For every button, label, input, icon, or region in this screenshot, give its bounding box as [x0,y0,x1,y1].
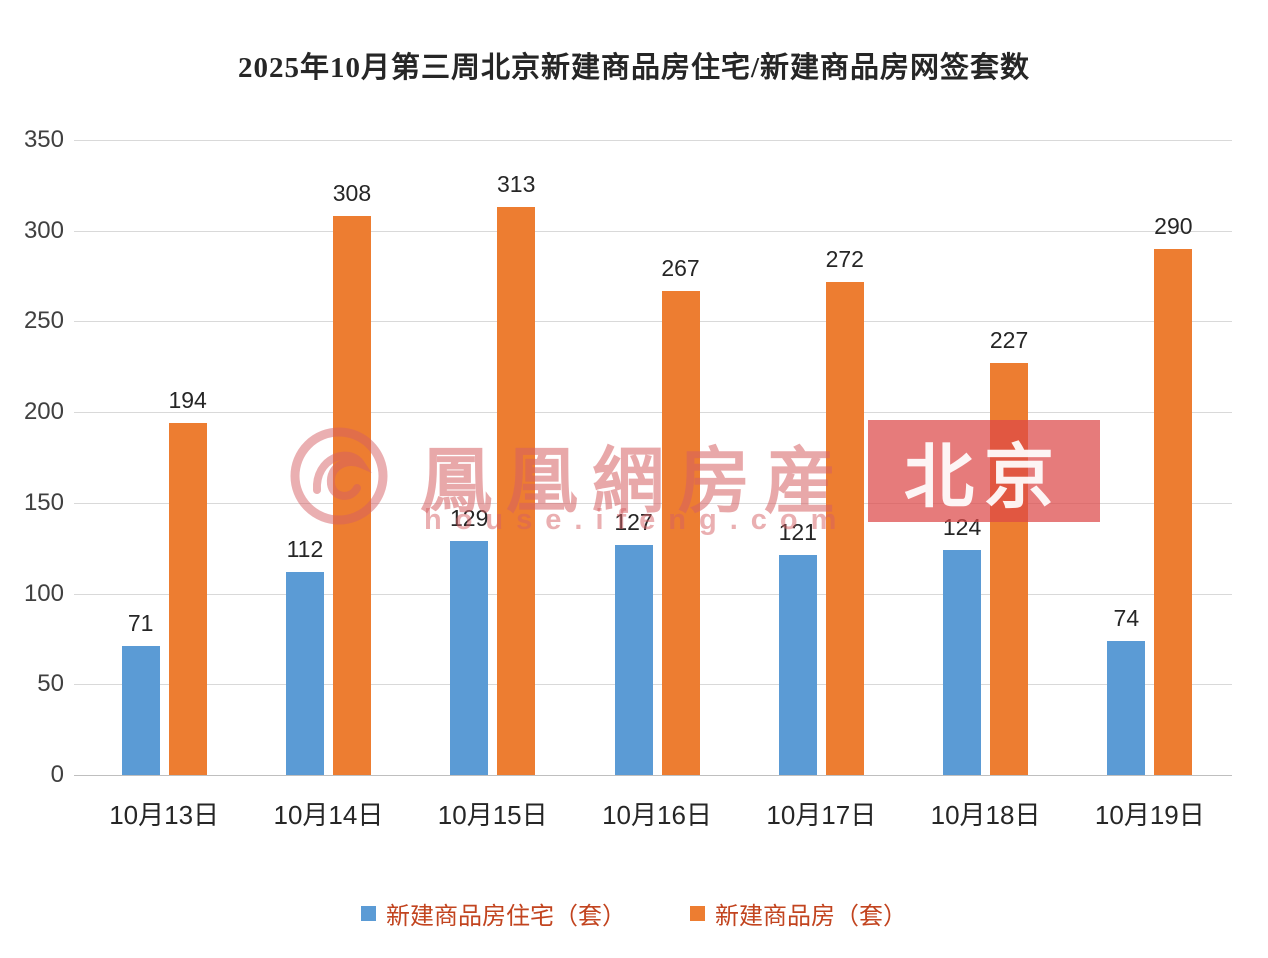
legend: 新建商品房住宅（套） 新建商品房（套） [0,896,1268,931]
legend-swatch-blue [361,906,376,921]
gridline [74,412,1232,414]
x-axis-line [74,775,1232,776]
bar-residential [285,571,324,775]
legend-label-residential: 新建商品房住宅（套） [386,903,626,930]
x-axis-label: 10月14日 [273,800,384,830]
y-tick-label: 300 [23,216,64,244]
bar-residential [614,544,653,775]
bar-residential [778,555,817,775]
bar-residential [121,646,160,775]
y-tick-label: 350 [23,126,64,153]
y-tick-label: 250 [23,307,64,335]
bar-value-label: 267 [661,254,700,281]
x-axis-label: 10月17日 [766,800,877,830]
bar-value-label: 227 [989,327,1029,354]
bar-value-label: 308 [332,180,372,207]
legend-swatch-orange [690,906,705,921]
bar-value-label: 71 [127,610,154,637]
gridline [74,684,1232,686]
bar-value-label: 74 [1113,604,1140,631]
y-tick-label: 150 [23,488,64,516]
x-axis-label: 10月15日 [437,800,548,830]
bar-residential [450,540,489,775]
bar-value-label: 121 [778,519,817,546]
x-axis-label: 10月13日 [109,800,220,830]
gridline [74,593,1232,595]
bar-total [332,216,371,775]
bar-value-label: 194 [168,387,207,414]
x-axis-label: 10月18日 [930,800,1041,830]
bar-total [825,281,864,775]
gridline [74,502,1232,504]
bar-value-label: 112 [286,535,324,562]
bar-total [497,207,536,775]
legend-item-residential: 新建商品房住宅（套） [361,896,626,931]
y-tick-label: 200 [23,398,64,426]
bar-value-label: 313 [497,171,536,198]
bar-residential [1107,640,1146,775]
gridline [74,230,1232,232]
bar-total [661,290,700,775]
bar-value-label: 127 [614,508,653,535]
bar-total [1154,248,1193,775]
x-axis-label: 10月19日 [1094,800,1205,830]
legend-item-total: 新建商品房（套） [690,896,907,931]
bar-value-label: 290 [1154,212,1193,239]
y-tick-label: 0 [50,761,64,788]
x-axis-label: 10月16日 [602,800,712,830]
bar-residential [943,550,982,775]
y-tick-label: 100 [23,579,64,607]
bar-value-label: 129 [450,504,489,531]
bar-total [990,363,1029,775]
legend-label-total: 新建商品房（套） [715,903,907,930]
bar-value-label: 272 [825,245,864,272]
gridline [74,321,1232,323]
y-tick-label: 50 [37,670,64,698]
chart-title: 2025年10月第三周北京新建商品房住宅/新建商品房网签套数 [237,52,1031,84]
bar-total [168,423,207,775]
gridline [74,140,1232,141]
